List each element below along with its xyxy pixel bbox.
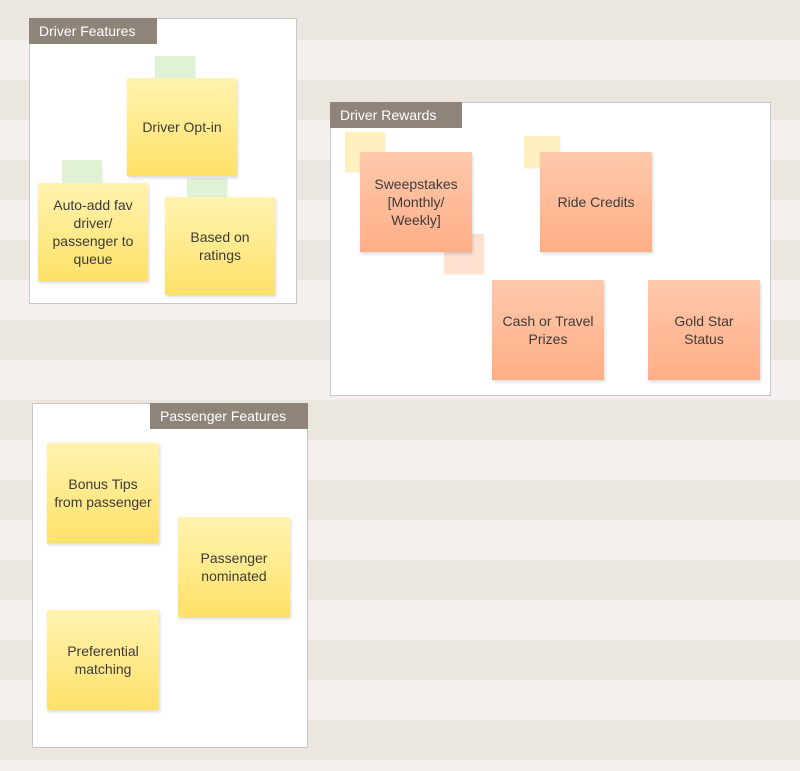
- note-gold-star-status[interactable]: Gold Star Status: [648, 280, 760, 380]
- note-auto-add-fav[interactable]: Auto-add fav driver/ passenger to queue: [38, 183, 148, 281]
- note-ride-credits[interactable]: Ride Credits: [540, 152, 652, 252]
- group-title-driver-features: Driver Features: [29, 18, 157, 44]
- group-title-driver-rewards: Driver Rewards: [330, 102, 462, 128]
- note-driver-opt-in[interactable]: Driver Opt-in: [127, 78, 237, 176]
- group-title-passenger-features: Passenger Features: [150, 403, 308, 429]
- note-based-on-ratings[interactable]: Based on ratings: [165, 197, 275, 295]
- note-sweepstakes[interactable]: Sweepstakes [Monthly/ Weekly]: [360, 152, 472, 252]
- diagram-stage: Driver Opt-inAuto-add fav driver/ passen…: [0, 0, 800, 771]
- note-passenger-nominated[interactable]: Passenger nominated: [178, 517, 290, 617]
- note-cash-travel[interactable]: Cash or Travel Prizes: [492, 280, 604, 380]
- note-preferential-match[interactable]: Preferential matching: [47, 610, 159, 710]
- note-bonus-tips[interactable]: Bonus Tips from passenger: [47, 443, 159, 543]
